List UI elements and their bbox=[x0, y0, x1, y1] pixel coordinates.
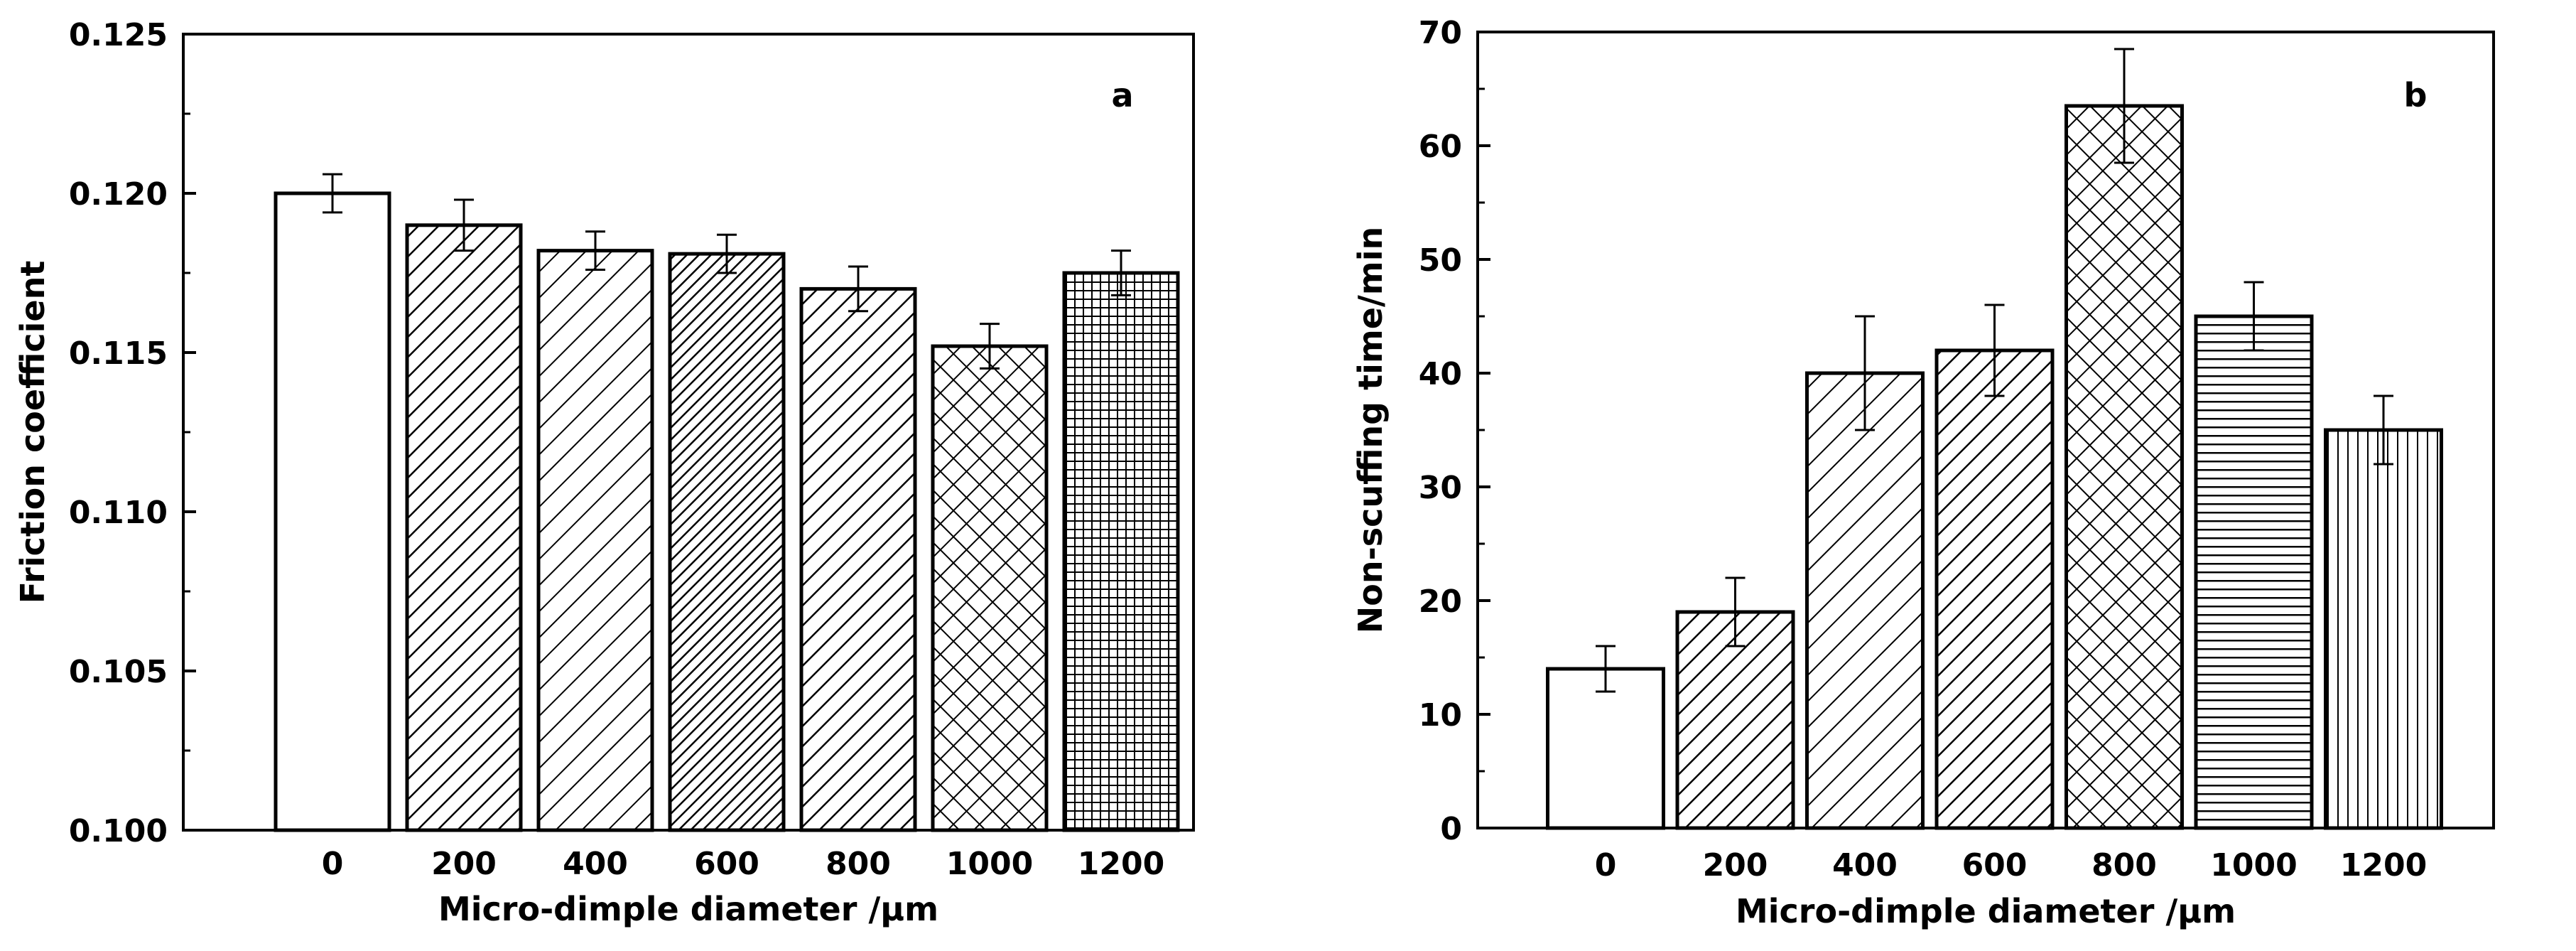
y-tick-label: 40 bbox=[1419, 356, 1462, 392]
y-tick-label: 50 bbox=[1419, 242, 1462, 279]
x-tick-label: 800 bbox=[2091, 847, 2157, 883]
error-bar-600 bbox=[1984, 303, 2005, 397]
y-tick-label: 60 bbox=[1419, 129, 1462, 165]
y-tick-label: 0.120 bbox=[69, 176, 168, 213]
y-tick-label: 0.105 bbox=[69, 654, 168, 690]
x-tick-label: 1000 bbox=[2210, 847, 2297, 883]
x-tick-label: 600 bbox=[694, 846, 759, 882]
error-bar-600 bbox=[717, 233, 737, 274]
error-bar-400 bbox=[1855, 315, 1875, 431]
bar-200 bbox=[405, 223, 523, 832]
error-bar-200 bbox=[454, 198, 474, 252]
error-bar-800 bbox=[2114, 48, 2134, 164]
bars bbox=[1546, 48, 2443, 830]
y-axis-ticks: 0 10 20 30 40 50 60 70 bbox=[1419, 15, 1490, 847]
y-axis-label: Non-scuffing time/min bbox=[1351, 227, 1390, 633]
error-bar-400 bbox=[585, 230, 605, 272]
x-tick-label: 800 bbox=[826, 846, 891, 882]
x-axis-label: Micro-dimple diameter /μm bbox=[438, 890, 938, 928]
chart-panel-a: 0.100 0.105 0.110 0.115 0.120 0.125 0 200 400 60… bbox=[13, 17, 1195, 928]
x-tick-label: 400 bbox=[1832, 847, 1898, 883]
bar-1200 bbox=[1062, 271, 1180, 832]
x-tick-label: 400 bbox=[563, 846, 628, 882]
y-tick-label: 0.115 bbox=[69, 335, 168, 372]
y-tick-label: 0.100 bbox=[69, 813, 168, 849]
y-tick-label: 0.110 bbox=[69, 495, 168, 531]
y-tick-label: 0 bbox=[1440, 811, 1462, 847]
bar-800 bbox=[799, 286, 917, 832]
y-tick-label: 10 bbox=[1419, 697, 1462, 734]
bar-0 bbox=[1546, 667, 1665, 830]
error-bar-1000 bbox=[2244, 281, 2264, 352]
x-tick-label: 1000 bbox=[946, 846, 1033, 882]
panel-label: b bbox=[2404, 76, 2428, 114]
error-bar-1000 bbox=[980, 323, 1000, 370]
bar-800 bbox=[2064, 104, 2184, 830]
x-tick-label: 1200 bbox=[1078, 846, 1164, 882]
bar-600 bbox=[668, 252, 786, 832]
bar-0 bbox=[274, 191, 391, 832]
x-tick-label: 200 bbox=[431, 846, 497, 882]
x-tick-label: 0 bbox=[322, 846, 344, 882]
x-axis-tick-labels: 0 200 400 600 800 1000 1200 bbox=[1595, 847, 2428, 883]
x-tick-label: 600 bbox=[1962, 847, 2028, 883]
y-tick-label: 70 bbox=[1419, 15, 1462, 51]
bar-1000 bbox=[2194, 314, 2314, 830]
error-bar-0 bbox=[1596, 645, 1616, 693]
x-axis-tick-labels: 0 200 400 600 800 1000 1200 bbox=[322, 846, 1165, 882]
bar-200 bbox=[1675, 610, 1795, 830]
x-axis-label: Micro-dimple diameter /μm bbox=[1736, 892, 2236, 930]
y-axis-ticks: 0.100 0.105 0.110 0.115 0.120 0.125 bbox=[69, 17, 196, 849]
y-axis-label: Friction coefficient bbox=[13, 261, 52, 604]
y-tick-label: 0.125 bbox=[69, 17, 168, 53]
error-bar-0 bbox=[323, 173, 342, 214]
x-tick-label: 0 bbox=[1595, 847, 1617, 883]
y-tick-label: 30 bbox=[1419, 470, 1462, 506]
bar-1000 bbox=[931, 344, 1049, 832]
x-tick-label: 1200 bbox=[2340, 847, 2427, 883]
y-tick-label: 20 bbox=[1419, 584, 1462, 620]
bar-400 bbox=[1805, 371, 1925, 830]
bars bbox=[274, 173, 1180, 832]
error-bar-200 bbox=[1725, 576, 1746, 648]
bar-1200 bbox=[2324, 428, 2443, 830]
bar-400 bbox=[536, 249, 654, 832]
panel-label: a bbox=[1111, 76, 1133, 114]
error-bar-1200 bbox=[1111, 249, 1131, 296]
bar-600 bbox=[1934, 348, 2055, 830]
error-bar-1200 bbox=[2374, 394, 2393, 466]
x-tick-label: 200 bbox=[1703, 847, 1768, 883]
error-bar-800 bbox=[848, 265, 868, 313]
